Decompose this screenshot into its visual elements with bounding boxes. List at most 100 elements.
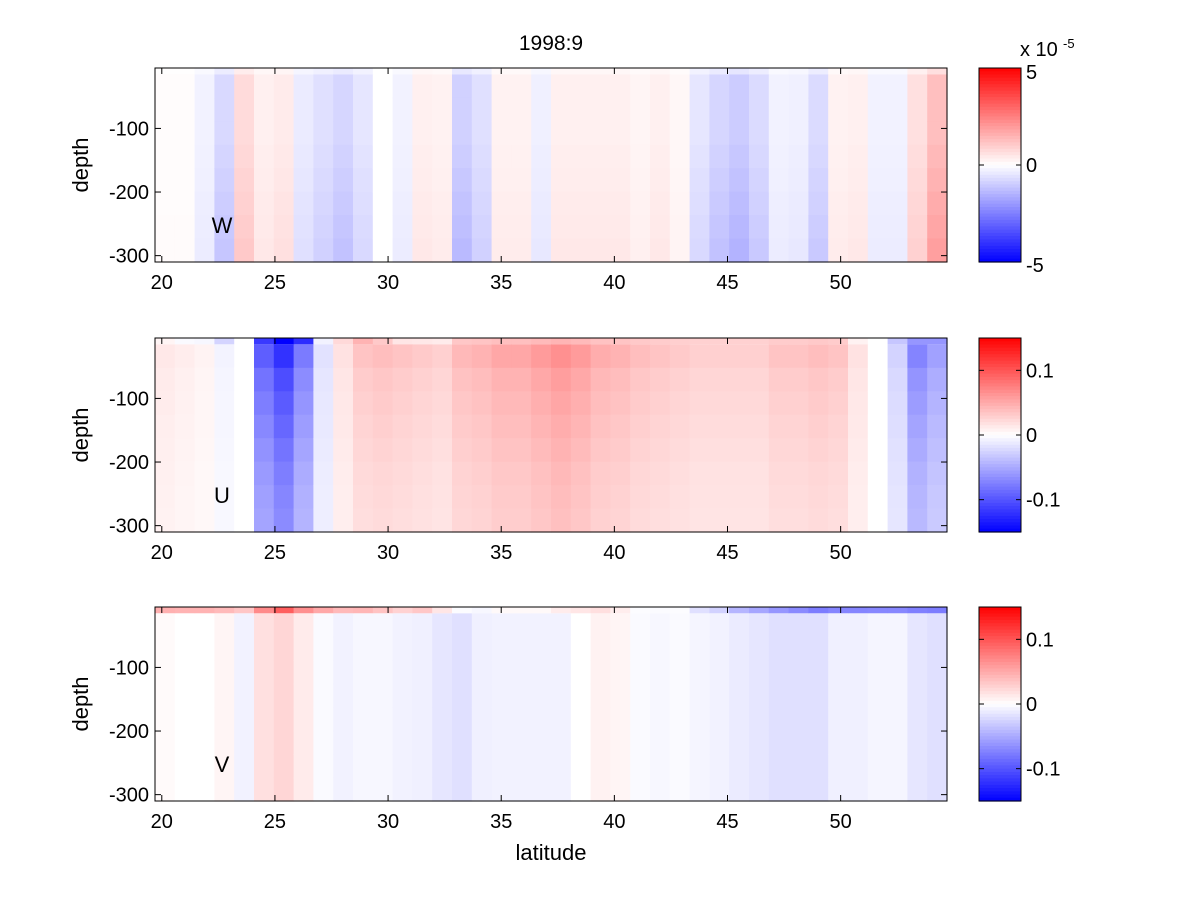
heatmap-cell — [214, 144, 235, 169]
heatmap-cell — [174, 613, 196, 638]
heatmap-cell — [590, 391, 611, 416]
heatmap-cell — [887, 74, 908, 99]
heatmap-cell — [551, 344, 572, 369]
colorbar-segment — [979, 77, 1021, 82]
y-axis-label: depth — [68, 137, 93, 192]
heatmap-cell — [452, 414, 473, 439]
heatmap-cell — [570, 391, 592, 416]
heatmap-cell — [471, 607, 493, 614]
heatmap-cell — [867, 391, 889, 416]
heatmap-cell — [887, 68, 908, 75]
heatmap-cell — [194, 607, 215, 614]
heatmap-cell — [155, 344, 176, 369]
colorbar-segment — [979, 797, 1021, 802]
colorbar-segment — [979, 460, 1021, 465]
heatmap-cell — [689, 607, 710, 614]
heatmap-cell — [788, 613, 809, 638]
heatmap-cell — [749, 754, 770, 779]
heatmap-cell — [174, 660, 196, 685]
heatmap-cell — [471, 68, 493, 75]
heatmap-cell — [412, 730, 433, 755]
heatmap-cell — [887, 191, 908, 216]
heatmap-cell — [471, 730, 493, 755]
heatmap-cell — [927, 414, 948, 439]
colorbar-segment — [979, 771, 1021, 776]
heatmap-cell — [214, 391, 235, 416]
heatmap-cell — [194, 121, 215, 146]
heatmap-cell — [927, 777, 948, 802]
colorbar-segment — [979, 354, 1021, 358]
x-tick-label: 40 — [603, 811, 625, 833]
heatmap-cell — [372, 485, 394, 510]
heatmap-cell — [650, 191, 671, 216]
colorbar-segment — [979, 645, 1021, 650]
heatmap-cell — [531, 683, 552, 708]
heatmap-cell — [511, 613, 532, 638]
heatmap-cell — [768, 97, 790, 122]
heatmap-cell — [887, 367, 908, 392]
heatmap-cell — [768, 414, 790, 439]
heatmap-cell — [669, 660, 691, 685]
heatmap-cell — [392, 367, 413, 392]
heatmap-cell — [808, 508, 829, 533]
heatmap-cell — [372, 367, 394, 392]
heatmap-cell — [907, 391, 928, 416]
heatmap-cell — [828, 191, 849, 216]
heatmap-cell — [491, 777, 512, 802]
heatmap-cell — [491, 344, 512, 369]
heatmap-cell — [353, 168, 374, 193]
heatmap-cell — [590, 730, 611, 755]
heatmap-cell — [570, 238, 592, 263]
heatmap-cell — [848, 338, 869, 345]
heatmap-cell — [452, 438, 473, 463]
heatmap-cell — [867, 121, 889, 146]
heatmap-cell — [491, 144, 512, 169]
colorbar-segment — [979, 396, 1021, 401]
heatmap-cell — [610, 754, 631, 779]
heatmap-cell — [194, 660, 215, 685]
x-tick-label: 30 — [377, 542, 399, 564]
heatmap-cell — [590, 144, 611, 169]
heatmap-cell — [234, 144, 255, 169]
heatmap-cell — [313, 191, 334, 216]
heatmap-cell — [749, 168, 770, 193]
heatmap-cell — [590, 660, 611, 685]
heatmap-cell — [254, 508, 275, 533]
heatmap-cell — [669, 121, 691, 146]
heatmap-cell — [491, 191, 512, 216]
heatmap-cell — [372, 777, 394, 802]
heatmap-cell — [927, 74, 948, 99]
heatmap-cell — [155, 367, 176, 392]
y-axis-label: depth — [68, 407, 93, 462]
heatmap-cell — [907, 97, 928, 122]
x-tick-label: 35 — [490, 272, 512, 294]
heatmap-cell — [709, 777, 730, 802]
heatmap-cell — [412, 191, 433, 216]
heatmap-cell — [610, 508, 631, 533]
heatmap-cell — [650, 607, 671, 614]
heatmap-cell — [788, 777, 809, 802]
heatmap-cell — [768, 144, 790, 169]
colorbar-segment — [979, 122, 1021, 127]
colorbar-segment — [979, 781, 1021, 786]
heatmap-cell — [848, 754, 869, 779]
heatmap-cell — [551, 191, 572, 216]
heatmap-cell — [491, 168, 512, 193]
colorbar-segment — [979, 441, 1021, 446]
heatmap-cell — [650, 414, 671, 439]
heatmap-cell — [887, 338, 908, 345]
heatmap-cell — [848, 613, 869, 638]
heatmap-cell — [610, 485, 631, 510]
heatmap-cell — [590, 683, 611, 708]
heatmap-cell — [293, 344, 314, 369]
colorbar-segment — [979, 691, 1021, 695]
heatmap-cell — [432, 74, 453, 99]
colorbar-segment — [979, 704, 1021, 708]
heatmap-cell — [867, 607, 889, 614]
heatmap-cell — [412, 344, 433, 369]
heatmap-cell — [788, 144, 809, 169]
heatmap-cell — [471, 683, 493, 708]
heatmap-cell — [471, 461, 493, 486]
heatmap-cell — [709, 485, 730, 510]
